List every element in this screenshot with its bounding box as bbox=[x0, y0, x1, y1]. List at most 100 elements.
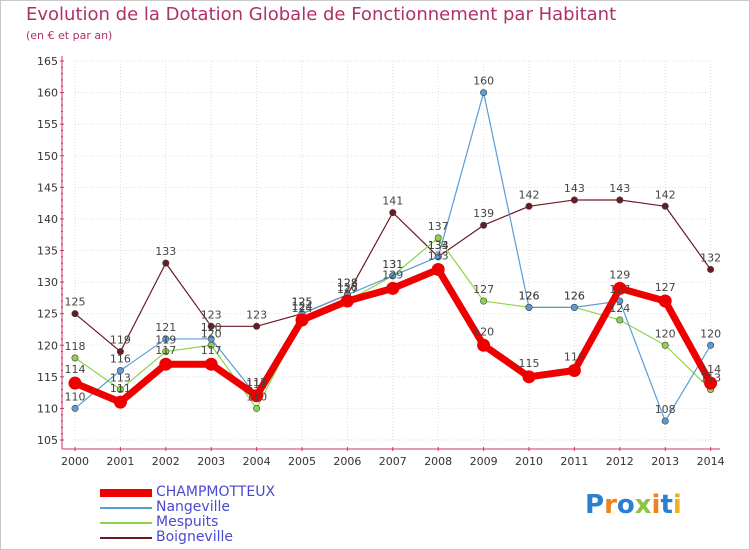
data-label-mespuits-2013: 120 bbox=[655, 327, 676, 340]
legend-swatch-mespuits bbox=[100, 522, 152, 524]
data-label-champmotteux-2012: 129 bbox=[609, 268, 630, 281]
y-tick-label-135: 135 bbox=[37, 245, 58, 258]
data-label-mespuits-2004: 110 bbox=[246, 390, 267, 403]
logo-letter: i bbox=[672, 490, 682, 520]
chart-title: Evolution de la Dotation Globale de Fonc… bbox=[26, 4, 617, 25]
data-label-champmotteux-2011: 116 bbox=[564, 351, 585, 364]
point-nangeville-2011 bbox=[570, 303, 578, 311]
point-boigneville-2001 bbox=[116, 348, 124, 356]
data-label-boigneville-2010: 142 bbox=[519, 188, 540, 201]
data-label-mespuits-2010: 126 bbox=[519, 289, 540, 302]
data-label-nangeville-2002: 121 bbox=[155, 321, 176, 334]
data-label-champmotteux-2002: 117 bbox=[155, 344, 176, 357]
data-label-boigneville-2003: 123 bbox=[201, 308, 222, 321]
x-tick-label-2009: 2009 bbox=[470, 455, 498, 468]
point-champmotteux-2014 bbox=[704, 376, 718, 390]
point-boigneville-2007 bbox=[389, 209, 397, 217]
x-tick-label-2011: 2011 bbox=[560, 455, 588, 468]
proxiti-logo: Proxiti bbox=[585, 490, 682, 520]
data-label-nangeville-2000: 110 bbox=[65, 390, 86, 403]
legend-label-boigneville: Boigneville bbox=[156, 529, 233, 545]
point-champmotteux-2007 bbox=[386, 281, 400, 295]
y-axis-ticks: 105 110 115 120 125 130 135 140 145 150 155 160 165 bbox=[37, 55, 64, 447]
data-label-mespuits-2002: 119 bbox=[155, 334, 176, 347]
y-tick-label-160: 160 bbox=[37, 87, 58, 100]
y-tick-label-110: 110 bbox=[37, 402, 58, 415]
y-tick-label-165: 165 bbox=[37, 55, 58, 68]
x-tick-label-2007: 2007 bbox=[379, 455, 407, 468]
data-label-mespuits-2005: 124 bbox=[292, 302, 313, 315]
x-tick-label-2006: 2006 bbox=[333, 455, 361, 468]
data-label-champmotteux-2006: 128 bbox=[337, 281, 358, 294]
data-label-champmotteux-2003: 117 bbox=[201, 344, 222, 357]
data-label-nangeville-2003: 120 bbox=[201, 321, 222, 334]
data-label-champmotteux-2009: 120 bbox=[473, 325, 494, 338]
data-label-nangeville-2010: 126 bbox=[519, 289, 540, 302]
data-label-mespuits-2012: 124 bbox=[609, 302, 630, 315]
y-tick-label-115: 115 bbox=[37, 371, 58, 384]
point-mespuits-2000 bbox=[71, 354, 79, 362]
y-tick-label-125: 125 bbox=[37, 308, 58, 321]
y-tick-label-150: 150 bbox=[37, 150, 58, 163]
y-tick-label-105: 105 bbox=[37, 434, 58, 447]
y-tick-label-120: 120 bbox=[37, 339, 58, 352]
point-champmotteux-2006 bbox=[340, 294, 354, 308]
point-nangeville-2009 bbox=[480, 89, 488, 97]
point-boigneville-2010 bbox=[525, 202, 533, 210]
point-mespuits-2009 bbox=[480, 297, 488, 305]
x-tick-label-2001: 2001 bbox=[106, 455, 134, 468]
point-boigneville-2003 bbox=[207, 322, 215, 330]
point-nangeville-2010 bbox=[525, 303, 533, 311]
data-label-nangeville-2004: 112 bbox=[246, 378, 267, 391]
point-champmotteux-2011 bbox=[567, 364, 581, 378]
point-champmotteux-2008 bbox=[431, 262, 445, 276]
point-champmotteux-2000 bbox=[68, 376, 82, 390]
point-boigneville-2000 bbox=[71, 310, 79, 318]
x-axis-ticks: 2000 2001 2002 2003 2004 2005 2006 2007 2008 2009… bbox=[61, 447, 725, 468]
point-champmotteux-2012 bbox=[613, 281, 627, 295]
logo-letter: x bbox=[634, 490, 652, 520]
data-label-boigneville-2008: 134 bbox=[428, 239, 449, 252]
point-mespuits-2001 bbox=[116, 385, 124, 393]
data-label-boigneville-2001: 119 bbox=[110, 334, 131, 347]
logo-letter: t bbox=[660, 490, 673, 520]
point-champmotteux-2004 bbox=[250, 389, 264, 403]
point-boigneville-2002 bbox=[162, 259, 170, 267]
data-label-mespuits-2001: 113 bbox=[110, 371, 131, 384]
data-label-boigneville-2014: 132 bbox=[700, 251, 721, 264]
x-tick-label-2002: 2002 bbox=[152, 455, 180, 468]
data-label-champmotteux-2000: 114 bbox=[65, 363, 86, 376]
legend-label-champmotteux: CHAMPMOTTEUX bbox=[156, 484, 276, 500]
point-nangeville-2008 bbox=[434, 253, 442, 261]
data-label-boigneville-2006: 128 bbox=[337, 277, 358, 290]
data-label-nangeville-2005: 125 bbox=[292, 296, 313, 309]
point-champmotteux-2002 bbox=[159, 357, 173, 371]
y-tick-label-155: 155 bbox=[37, 118, 58, 131]
x-tick-label-2013: 2013 bbox=[651, 455, 679, 468]
data-label-champmotteux-2004: 112 bbox=[246, 376, 267, 389]
point-nangeville-2013 bbox=[661, 417, 669, 425]
legend-label-mespuits: Mespuits bbox=[156, 514, 219, 530]
point-champmotteux-2010 bbox=[522, 370, 536, 384]
point-nangeville-2003 bbox=[207, 335, 215, 343]
point-boigneville-2011 bbox=[570, 196, 578, 204]
data-label-champmotteux-2008: 133 bbox=[428, 249, 449, 262]
point-champmotteux-2013 bbox=[658, 294, 672, 308]
x-tick-label-2014: 2014 bbox=[697, 455, 725, 468]
data-label-mespuits-2007: 131 bbox=[382, 258, 403, 271]
point-champmotteux-2005 bbox=[295, 313, 309, 327]
data-label-boigneville-2004: 123 bbox=[246, 308, 267, 321]
point-nangeville-2007 bbox=[389, 272, 397, 280]
legend-label-nangeville: Nangeville bbox=[156, 499, 230, 515]
x-tick-label-2000: 2000 bbox=[61, 455, 89, 468]
logo-letter: P bbox=[585, 490, 605, 520]
data-label-mespuits-2008: 137 bbox=[428, 220, 449, 233]
series-group bbox=[68, 89, 718, 425]
y-tick-label-140: 140 bbox=[37, 213, 58, 226]
logo-letter: o bbox=[616, 490, 635, 520]
x-tick-label-2012: 2012 bbox=[606, 455, 634, 468]
data-label-mespuits-2011: 126 bbox=[564, 289, 585, 302]
data-label-champmotteux-2005: 124 bbox=[292, 300, 313, 313]
